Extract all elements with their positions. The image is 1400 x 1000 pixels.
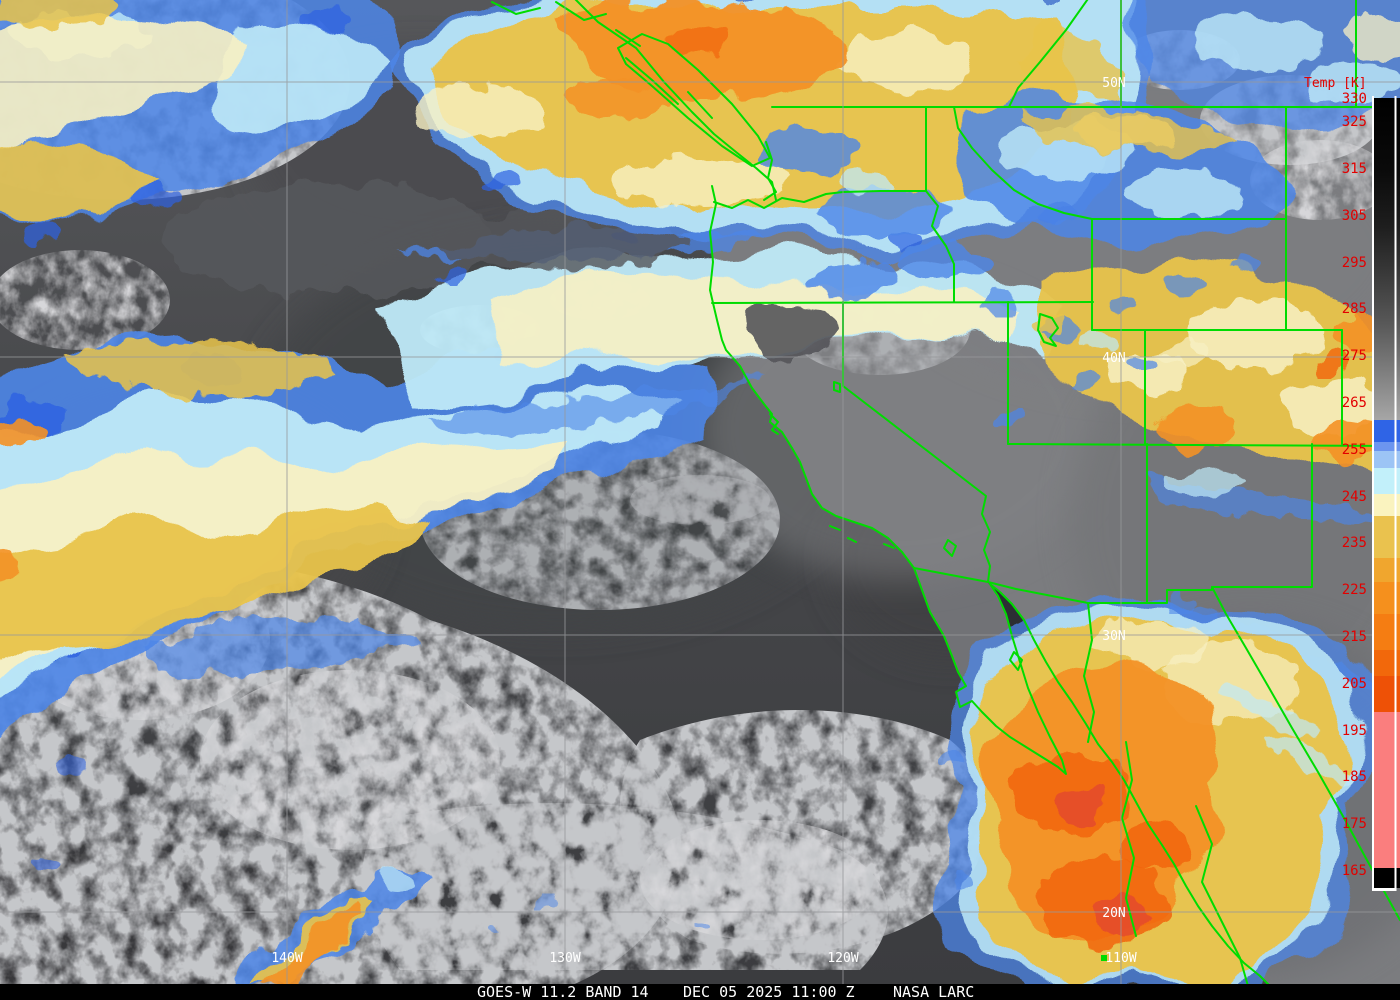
cloud-tropical-blob bbox=[938, 595, 1378, 986]
svg-text:265: 265 bbox=[1342, 395, 1367, 411]
baja-outline bbox=[913, 567, 1067, 775]
svg-text:175: 175 bbox=[1342, 816, 1367, 832]
mexico-coastline bbox=[989, 583, 1272, 986]
status-source: NASA LARC bbox=[893, 983, 975, 1000]
lat-label-20n: 20N bbox=[1102, 906, 1125, 921]
border-bc-ab bbox=[1008, 0, 1089, 108]
svg-text:285: 285 bbox=[1342, 301, 1367, 317]
temperature-colorbar: Temp [K] 330 325 315 305 295 285 275 265… bbox=[1304, 76, 1400, 891]
svg-text:235: 235 bbox=[1342, 535, 1367, 551]
svg-text:185: 185 bbox=[1342, 769, 1367, 785]
lon-label-120w: 120W bbox=[827, 951, 858, 966]
coastline-west bbox=[709, 185, 915, 569]
colorbar-ticks: 330 325 315 305 295 285 275 265 255 245 … bbox=[1342, 91, 1367, 879]
channel-islands bbox=[829, 525, 895, 549]
svg-text:315: 315 bbox=[1342, 161, 1367, 177]
puget-sound bbox=[763, 141, 777, 201]
lon-label-110w: 110W bbox=[1105, 951, 1136, 966]
status-bar: GOES-W 11.2 BAND 14 DEC 05 2025 11:00 Z … bbox=[0, 984, 1400, 1000]
map-boundaries bbox=[491, 0, 1400, 986]
svg-text:205: 205 bbox=[1342, 676, 1367, 692]
isla-tiburon bbox=[1009, 651, 1023, 671]
lat-label-50n: 50N bbox=[1102, 76, 1125, 91]
colorbar-border-right bbox=[1394, 96, 1397, 890]
lat-label-30n: 30N bbox=[1102, 629, 1125, 644]
svg-text:325: 325 bbox=[1342, 114, 1367, 130]
salton-sea bbox=[943, 539, 957, 557]
lake-tahoe bbox=[833, 381, 841, 393]
border-id-mt bbox=[953, 106, 1093, 220]
border-wa-or bbox=[713, 190, 927, 209]
border-son-chi bbox=[1083, 602, 1095, 743]
svg-text:255: 255 bbox=[1342, 442, 1367, 458]
status-datetime: DEC 05 2025 11:00 Z bbox=[683, 983, 855, 1000]
cloud-front-band bbox=[0, 336, 705, 869]
border-ca-nv bbox=[842, 301, 991, 583]
svg-text:295: 295 bbox=[1342, 255, 1367, 271]
border-37n bbox=[1007, 443, 1400, 447]
cloud-bottomleft-streak bbox=[228, 869, 711, 986]
sf-bay bbox=[769, 413, 779, 435]
cloud-rockies-scatter bbox=[751, 102, 1286, 430]
colorbar-border-bottom bbox=[1372, 888, 1397, 891]
border-42n bbox=[711, 301, 1094, 304]
bc-fjords bbox=[491, 1, 713, 119]
temp-scale-title: Temp [K] bbox=[1304, 76, 1367, 91]
mx-state-border-1 bbox=[1121, 741, 1137, 937]
coastline-north bbox=[574, 0, 777, 201]
vancouver-island bbox=[617, 33, 771, 167]
cloud-front-topleft bbox=[0, 0, 500, 295]
colorbar-border-left bbox=[1372, 96, 1374, 890]
map-marker bbox=[1101, 955, 1107, 961]
border-nm-e bbox=[1211, 443, 1313, 588]
svg-text:165: 165 bbox=[1342, 863, 1367, 879]
lon-label-130w: 130W bbox=[549, 951, 580, 966]
svg-text:245: 245 bbox=[1342, 489, 1367, 505]
svg-text:225: 225 bbox=[1342, 582, 1367, 598]
svg-text:275: 275 bbox=[1342, 348, 1367, 364]
lat-label-40n: 40N bbox=[1102, 351, 1125, 366]
svg-text:330: 330 bbox=[1342, 91, 1367, 107]
border-wy bbox=[1091, 218, 1287, 331]
great-salt-lake bbox=[1037, 313, 1059, 347]
mx-state-border-2 bbox=[1195, 805, 1249, 986]
lon-label-140w: 140W bbox=[271, 951, 302, 966]
latlon-labels: 50N 40N 30N 20N 140W 130W 120W 110W bbox=[271, 76, 1136, 966]
status-product-id: GOES-W 11.2 BAND 14 bbox=[477, 983, 649, 1000]
border-or-id bbox=[925, 190, 955, 303]
svg-text:195: 195 bbox=[1342, 723, 1367, 739]
cloud-bc-blob bbox=[395, 0, 1400, 255]
svg-text:215: 215 bbox=[1342, 629, 1367, 645]
svg-text:305: 305 bbox=[1342, 208, 1367, 224]
